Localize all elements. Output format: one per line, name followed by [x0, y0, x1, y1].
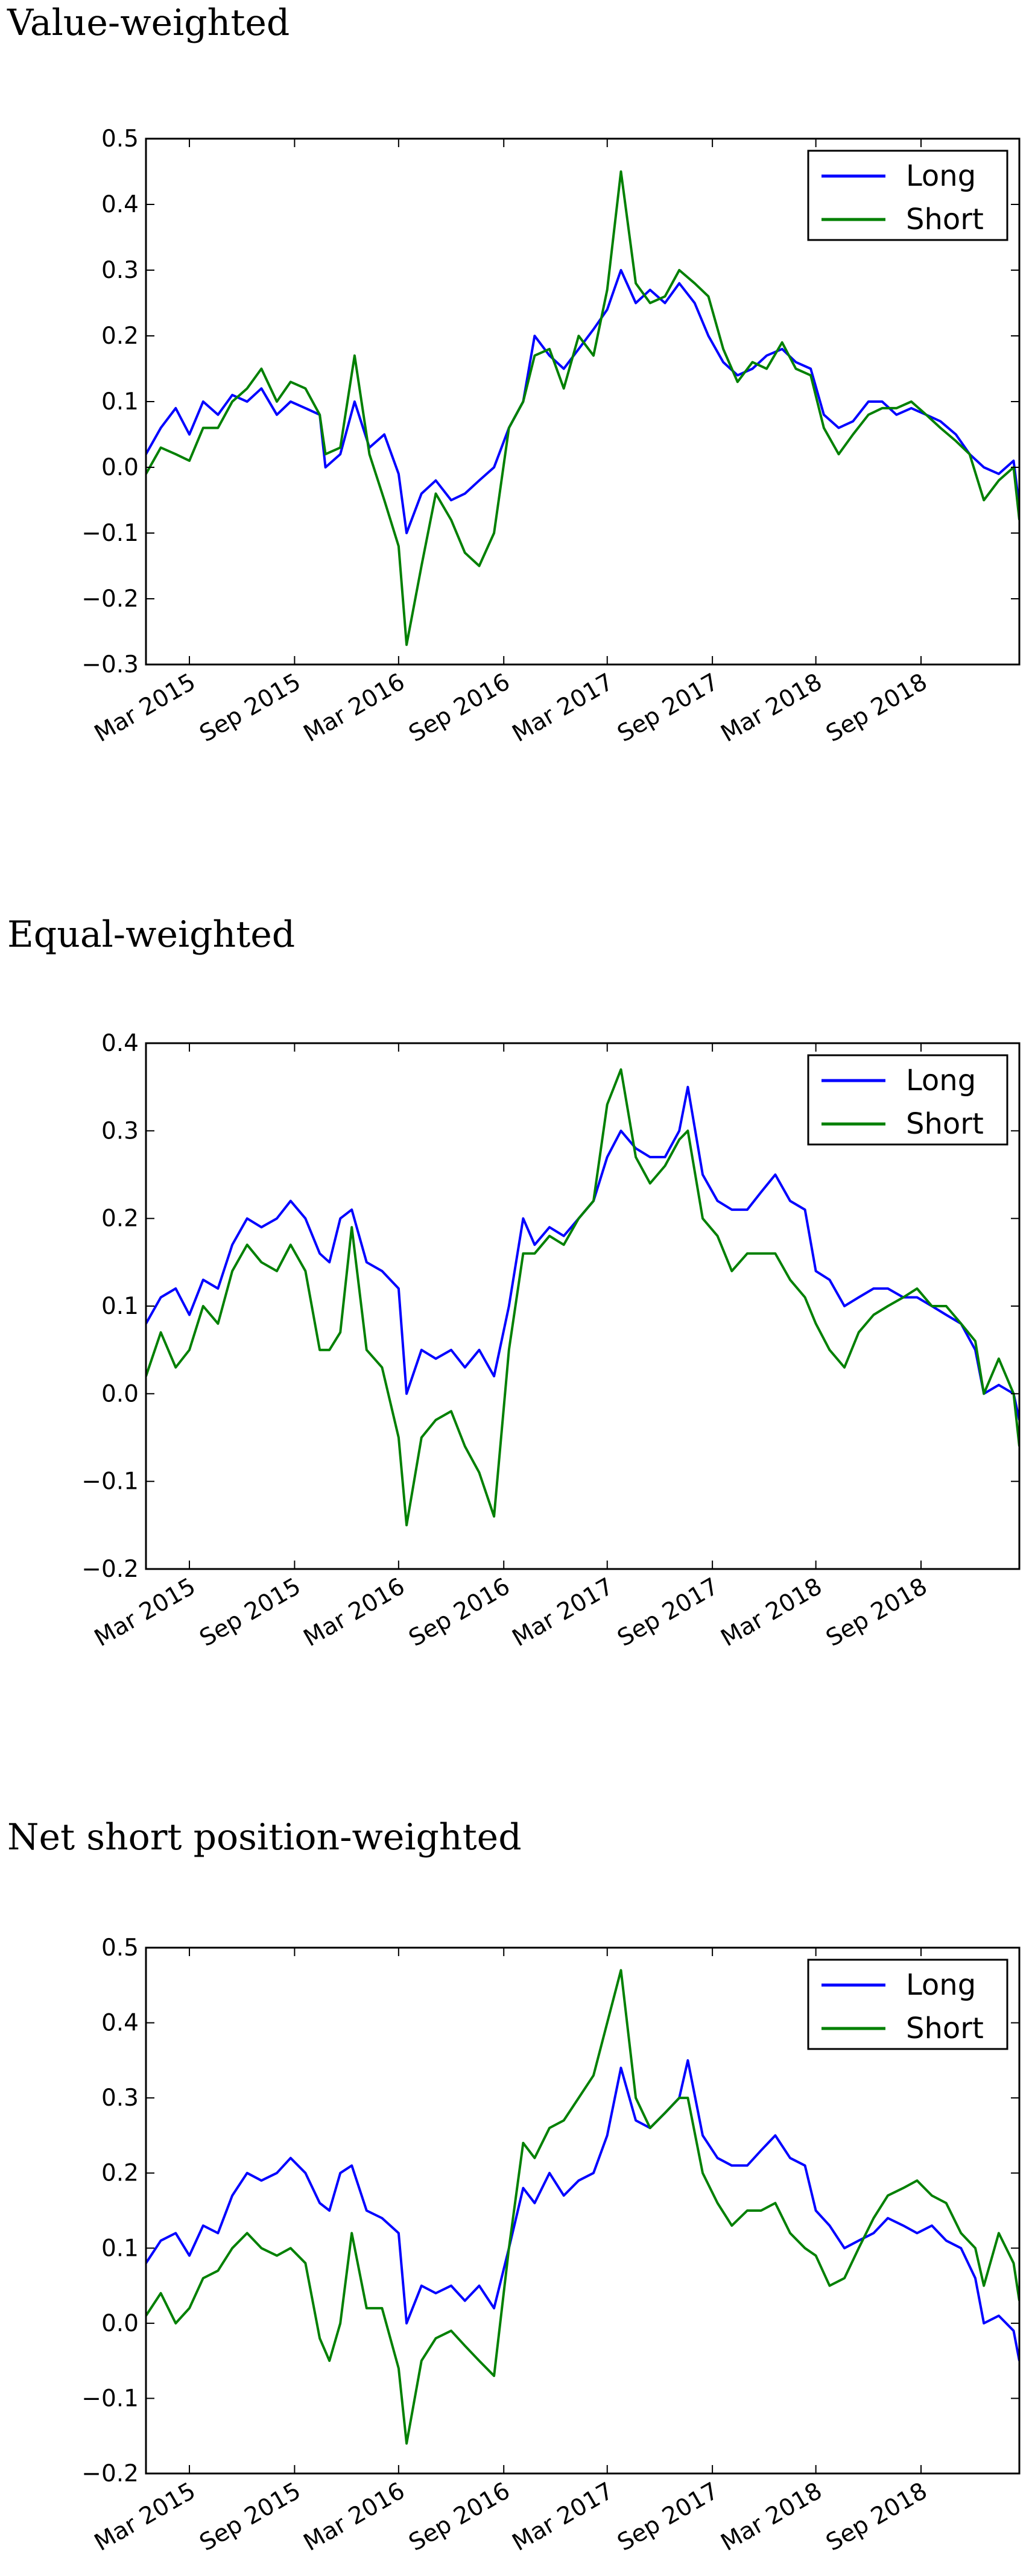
y-tick-label: 0.4	[101, 191, 139, 218]
x-tick-label: Mar 2016	[299, 668, 410, 748]
series-line-long	[146, 2059, 1019, 2361]
y-tick-label: 0.3	[101, 2085, 139, 2112]
x-tick-label: Sep 2016	[404, 1573, 514, 1652]
legend-label-short: Short	[906, 1107, 984, 1141]
y-tick-label: 0.4	[101, 2010, 139, 2037]
series-line-short	[146, 170, 1019, 646]
y-tick-label: 0.5	[101, 1934, 139, 1962]
x-tick-label: Sep 2018	[821, 1573, 932, 1652]
y-tick-label: −0.1	[81, 1468, 139, 1495]
legend-box	[807, 1054, 1008, 1146]
y-tick-label: −0.1	[81, 520, 139, 547]
x-tick-label: Mar 2017	[508, 2477, 618, 2557]
series-line-short	[146, 1068, 1019, 1527]
chart-title: Value-weighted	[7, 2, 290, 44]
x-tick-label: Sep 2018	[821, 668, 932, 748]
x-tick-label: Mar 2015	[90, 2477, 200, 2557]
x-tick-label: Mar 2016	[299, 2477, 410, 2557]
x-tick-label: Mar 2015	[90, 668, 200, 748]
y-tick-label: 0.2	[101, 2160, 139, 2187]
y-tick-label: 0.0	[101, 2310, 139, 2337]
y-tick-label: 0.1	[101, 1293, 139, 1320]
y-tick-label: 0.3	[101, 1117, 139, 1144]
y-tick-label: 0.0	[101, 1380, 139, 1407]
legend-label-short: Short	[906, 203, 984, 236]
y-tick-label: −0.2	[81, 1556, 139, 1583]
y-tick-label: 0.3	[101, 257, 139, 284]
x-tick-label: Mar 2018	[717, 668, 827, 748]
x-tick-label: Sep 2017	[613, 1573, 723, 1652]
legend-box	[807, 1959, 1008, 2050]
series-group	[146, 170, 1019, 646]
x-tick-label: Mar 2017	[508, 1573, 618, 1652]
x-tick-label: Sep 2017	[613, 668, 723, 748]
chart-title: Equal-weighted	[7, 914, 296, 956]
y-tick-label: 0.1	[101, 2235, 139, 2262]
x-tick-label: Mar 2015	[90, 1573, 200, 1652]
y-tick-label: −0.3	[81, 651, 139, 678]
series-line-short	[146, 1969, 1019, 2445]
y-tick-label: 0.2	[101, 1205, 139, 1233]
y-tick-label: −0.1	[81, 2385, 139, 2412]
x-tick-label: Sep 2016	[404, 668, 514, 748]
y-tick-label: 0.1	[101, 388, 139, 415]
legend-label-long: Long	[906, 1968, 976, 2002]
series-group	[146, 1068, 1019, 1527]
chart-title: Net short position-weighted	[7, 1816, 522, 1858]
x-tick-label: Sep 2015	[195, 2477, 306, 2557]
legend-label-short: Short	[906, 2012, 984, 2045]
x-tick-label: Sep 2017	[613, 2477, 723, 2557]
x-tick-label: Mar 2018	[717, 1573, 827, 1652]
series-line-long	[146, 269, 1019, 534]
legend: Long Short	[807, 1959, 1008, 2050]
legend-box	[807, 150, 1008, 241]
legend-label-long: Long	[906, 159, 976, 193]
series-group	[146, 1969, 1019, 2445]
x-tick-label: Mar 2017	[508, 668, 618, 748]
y-tick-label: 0.0	[101, 454, 139, 481]
x-tick-label: Sep 2015	[195, 1573, 306, 1652]
y-tick-label: 0.5	[101, 125, 139, 153]
x-tick-label: Sep 2018	[821, 2477, 932, 2557]
y-tick-label: 0.4	[101, 1030, 139, 1057]
y-tick-label: −0.2	[81, 586, 139, 613]
legend: Long Short	[807, 150, 1008, 241]
legend: Long Short	[807, 1054, 1008, 1146]
axes-frame	[145, 1946, 1021, 2475]
x-tick-label: Mar 2018	[717, 2477, 827, 2557]
y-tick-label: −0.2	[81, 2460, 139, 2487]
x-tick-label: Sep 2016	[404, 2477, 514, 2557]
x-tick-label: Sep 2015	[195, 668, 306, 748]
y-tick-label: 0.2	[101, 323, 139, 350]
x-tick-label: Mar 2016	[299, 1573, 410, 1652]
legend-label-long: Long	[906, 1064, 976, 1097]
